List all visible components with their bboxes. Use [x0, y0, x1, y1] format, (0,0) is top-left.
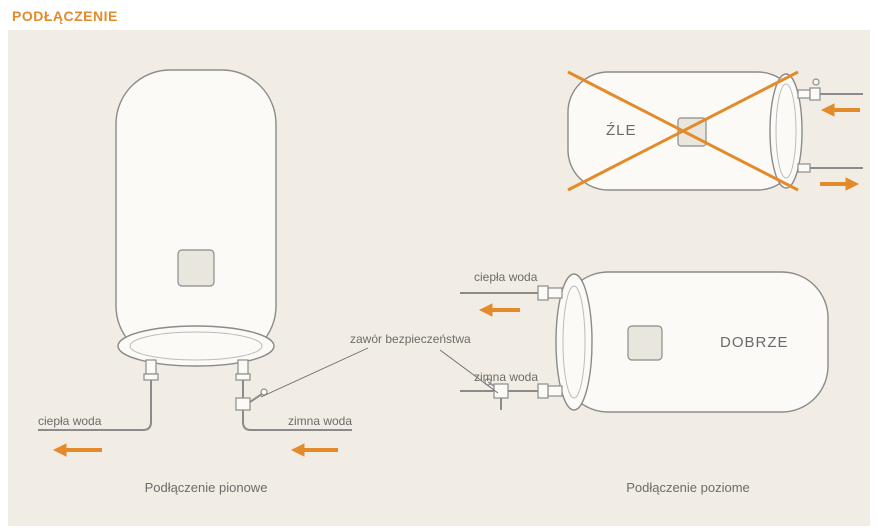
cold-arrow-left: [292, 444, 338, 456]
page-title: PODŁĄCZENIE: [0, 0, 878, 30]
connection-diagram: [8, 30, 870, 526]
label-right: DOBRZE: [720, 334, 789, 351]
diagram-panel: ciepła woda zimna woda zawór bezpieczeńs…: [8, 30, 870, 526]
label-cold-horizontal: zimna woda: [474, 370, 538, 384]
caption-horizontal: Podłączenie poziome: [588, 480, 788, 495]
label-hot-horizontal: ciepła woda: [474, 270, 537, 284]
wrong-hot-arrow: [820, 178, 858, 190]
right-hot-arrow: [480, 304, 520, 316]
hot-arrow-left: [54, 444, 102, 456]
label-hot-vertical: ciepła woda: [38, 414, 101, 428]
right-hot-outlet: [460, 286, 562, 300]
vertical-tank-group: [38, 70, 352, 456]
caption-vertical: Podłączenie pionowe: [126, 480, 286, 495]
label-safety-valve: zawór bezpieczeństwa: [350, 332, 471, 346]
wrong-cold-arrow: [822, 104, 860, 116]
safety-valve-callouts: [261, 348, 498, 397]
label-cold-vertical: zimna woda: [288, 414, 352, 428]
label-wrong: ŹLE: [606, 122, 637, 139]
